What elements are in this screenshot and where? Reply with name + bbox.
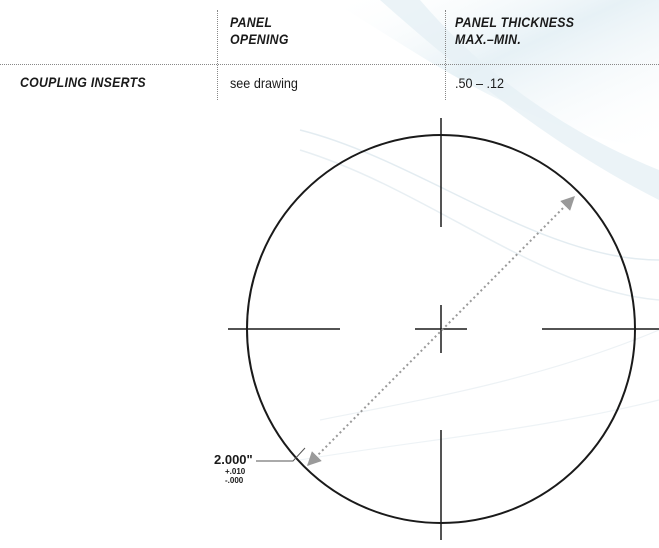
header-opening-line2: OPENING	[230, 31, 289, 47]
header-thickness-line2: MAX.–MIN.	[455, 31, 522, 47]
cell-panel-opening: see drawing	[230, 75, 298, 91]
tolerance-minus-label: -.000	[225, 476, 244, 485]
header-panel-opening: PANEL OPENING	[230, 14, 289, 48]
tolerance-plus-label: +.010	[225, 467, 246, 476]
cell-panel-thickness: .50 – .12	[455, 75, 505, 91]
row-label-coupling-inserts: COUPLING INSERTS	[20, 74, 146, 90]
table-row-divider	[0, 64, 659, 65]
header-thickness-line1: PANEL THICKNESS	[455, 14, 575, 30]
diameter-label: 2.000"	[214, 452, 253, 467]
column-divider-1	[217, 10, 218, 100]
header-panel-thickness: PANEL THICKNESS MAX.–MIN.	[455, 14, 574, 48]
column-divider-2	[445, 10, 446, 100]
header-opening-line1: PANEL	[230, 14, 273, 30]
specification-table: PANEL OPENING PANEL THICKNESS MAX.–MIN. …	[0, 0, 659, 110]
dimension-leader-line	[256, 447, 306, 462]
